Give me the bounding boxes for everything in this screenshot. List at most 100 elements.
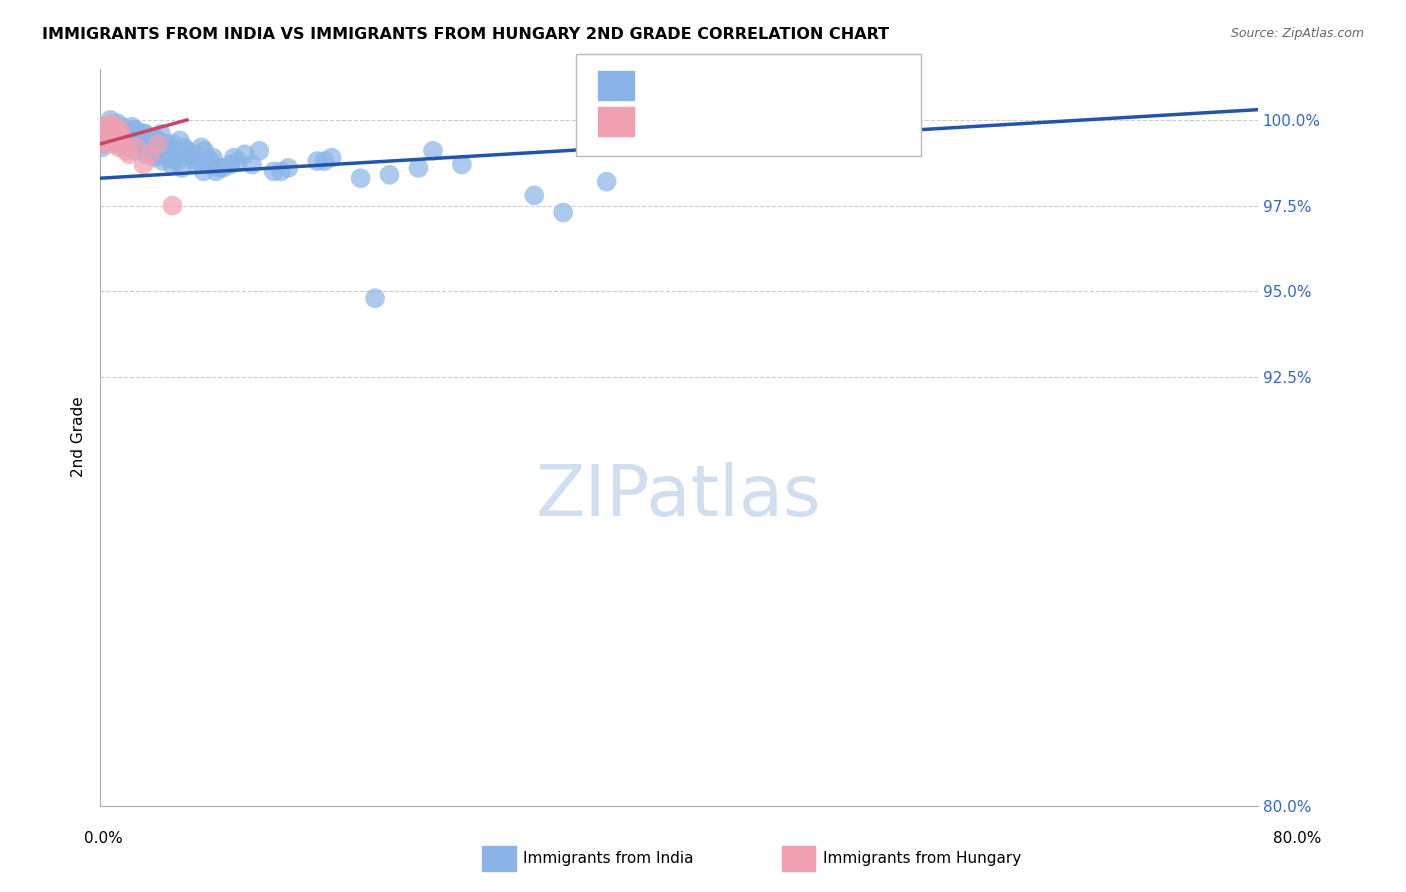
Point — [166, 154, 188, 169]
Point — [114, 134, 136, 148]
Point — [247, 144, 270, 158]
Point — [152, 154, 174, 169]
Point — [122, 123, 145, 137]
Point — [117, 130, 139, 145]
Point — [93, 130, 115, 145]
Point — [307, 154, 329, 169]
Point — [169, 134, 191, 148]
Point — [212, 161, 235, 175]
Text: R = 0.265   N = 28: R = 0.265 N = 28 — [643, 112, 813, 130]
Point — [101, 127, 124, 141]
Point — [117, 140, 139, 154]
Point — [91, 134, 114, 148]
Text: ZIPatlas: ZIPatlas — [536, 461, 821, 531]
Point — [132, 127, 155, 141]
Text: Immigrants from India: Immigrants from India — [523, 851, 693, 865]
Point — [240, 157, 263, 171]
Point — [134, 127, 156, 141]
Point — [128, 140, 150, 154]
Point — [129, 134, 152, 148]
Point — [179, 151, 201, 165]
Point — [314, 154, 336, 169]
Point — [111, 127, 134, 141]
Point — [131, 134, 153, 148]
Text: 0.0%: 0.0% — [84, 831, 124, 846]
Point — [138, 130, 160, 145]
Point — [179, 147, 201, 161]
Point — [96, 120, 118, 134]
Point — [100, 120, 122, 134]
Point — [132, 157, 155, 171]
Point — [160, 144, 183, 158]
Point — [148, 140, 170, 154]
Point — [349, 171, 371, 186]
Point — [118, 127, 141, 141]
Point — [141, 136, 163, 151]
Point — [141, 144, 163, 158]
Point — [97, 134, 120, 148]
Point — [162, 136, 184, 151]
Point — [163, 147, 186, 161]
Point — [125, 140, 148, 154]
Point — [122, 136, 145, 151]
Point — [155, 140, 177, 154]
Point — [553, 205, 575, 219]
Point — [108, 140, 131, 154]
Point — [105, 123, 128, 137]
Point — [110, 123, 132, 137]
Point — [205, 164, 228, 178]
Point — [145, 134, 167, 148]
Point — [100, 123, 122, 137]
Point — [364, 291, 387, 305]
Point — [124, 136, 146, 151]
Point — [422, 144, 444, 158]
Point — [125, 123, 148, 137]
Point — [139, 147, 162, 161]
Point — [451, 157, 474, 171]
Point — [100, 130, 122, 145]
Point — [146, 136, 169, 151]
Point — [103, 123, 125, 137]
Point — [156, 136, 179, 151]
Point — [208, 161, 231, 175]
Point — [146, 140, 169, 154]
Point — [160, 157, 183, 171]
Point — [595, 175, 617, 189]
Point — [111, 120, 134, 134]
Point — [523, 188, 546, 202]
Point — [226, 154, 249, 169]
Y-axis label: 2nd Grade: 2nd Grade — [72, 397, 86, 477]
Point — [149, 127, 172, 141]
Point — [111, 130, 134, 145]
Point — [173, 140, 195, 154]
Point — [139, 144, 162, 158]
Point — [91, 136, 114, 151]
Point — [277, 161, 299, 175]
Point — [183, 147, 205, 161]
Point — [270, 164, 292, 178]
Point — [884, 112, 907, 127]
Point — [146, 134, 169, 148]
Point — [101, 134, 124, 148]
Point — [222, 151, 245, 165]
Point — [155, 144, 177, 158]
Point — [136, 136, 159, 151]
Point — [91, 136, 114, 151]
Point — [110, 134, 132, 148]
Point — [114, 127, 136, 141]
Point — [120, 130, 142, 145]
Point — [143, 144, 166, 158]
Point — [94, 134, 117, 148]
Point — [104, 127, 127, 141]
Point — [94, 130, 117, 145]
Point — [263, 164, 285, 178]
Point — [107, 134, 129, 148]
Point — [219, 157, 242, 171]
Point — [90, 130, 112, 145]
Point — [96, 130, 118, 145]
Point — [138, 136, 160, 151]
Point — [93, 120, 115, 134]
Point — [97, 127, 120, 141]
Point — [112, 123, 135, 137]
Point — [159, 147, 181, 161]
